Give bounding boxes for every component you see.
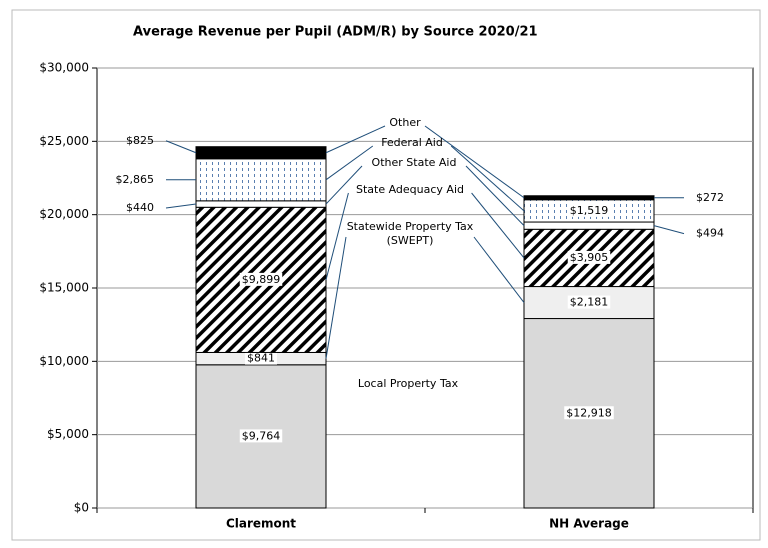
y-tick-label: $0 xyxy=(74,501,89,515)
y-tick-label: $5,000 xyxy=(47,427,89,441)
x-tick-label: Claremont xyxy=(226,517,296,531)
bar-segment xyxy=(195,146,327,160)
value-label-bg xyxy=(567,203,611,217)
leader-line xyxy=(653,225,685,235)
value-label: $9,899 xyxy=(242,273,281,286)
leader-line xyxy=(325,236,347,359)
y-tick-label: $15,000 xyxy=(39,281,89,295)
leader-line xyxy=(165,203,197,209)
series-label: Local Property Tax xyxy=(357,377,459,390)
leader-line xyxy=(325,192,349,280)
bar-segment xyxy=(195,158,327,202)
series-label: Other State Aid xyxy=(371,156,457,169)
value-label: $1,519 xyxy=(570,204,609,217)
leader-line xyxy=(424,125,525,199)
value-label-bg xyxy=(567,250,611,264)
y-tick-label: $30,000 xyxy=(39,61,89,75)
value-label-bg xyxy=(239,272,283,286)
value-label: $9,764 xyxy=(242,429,281,442)
bar-segment xyxy=(523,221,655,230)
value-label: $841 xyxy=(247,352,275,365)
leader-line xyxy=(325,125,386,154)
value-label: $3,905 xyxy=(570,251,609,264)
series-label: Statewide Property Tax (SWEPT) xyxy=(346,220,474,247)
leader-line xyxy=(450,145,525,212)
value-label: $2,865 xyxy=(116,173,155,186)
value-label-bg xyxy=(239,429,283,443)
value-label-bg xyxy=(245,351,277,365)
y-tick-label: $20,000 xyxy=(39,207,89,221)
leader-line xyxy=(165,140,197,154)
value-label: $440 xyxy=(126,201,154,214)
frame xyxy=(11,9,761,541)
leader-line xyxy=(325,145,374,181)
leader-line xyxy=(325,165,363,205)
value-label: $12,918 xyxy=(566,406,612,419)
bar-segment xyxy=(195,200,327,208)
value-label: $825 xyxy=(126,134,154,147)
value-label-bg xyxy=(567,295,611,309)
chart-title: Average Revenue per Pupil (ADM/R) by Sou… xyxy=(133,25,538,40)
bar-segment xyxy=(523,195,655,201)
leader-line xyxy=(465,165,525,227)
y-tick-label: $25,000 xyxy=(39,134,89,148)
y-tick-label: $10,000 xyxy=(39,354,89,368)
x-tick-label: NH Average xyxy=(549,517,629,531)
value-label: $2,181 xyxy=(570,296,609,309)
leader-line xyxy=(473,236,525,303)
series-label: Other xyxy=(389,116,421,129)
leader-line xyxy=(471,192,525,259)
series-label: Federal Aid xyxy=(381,136,443,149)
value-label-bg xyxy=(564,406,614,420)
value-label: $494 xyxy=(696,227,724,240)
value-label: $272 xyxy=(696,191,724,204)
series-label: State Adequacy Aid xyxy=(355,183,464,196)
